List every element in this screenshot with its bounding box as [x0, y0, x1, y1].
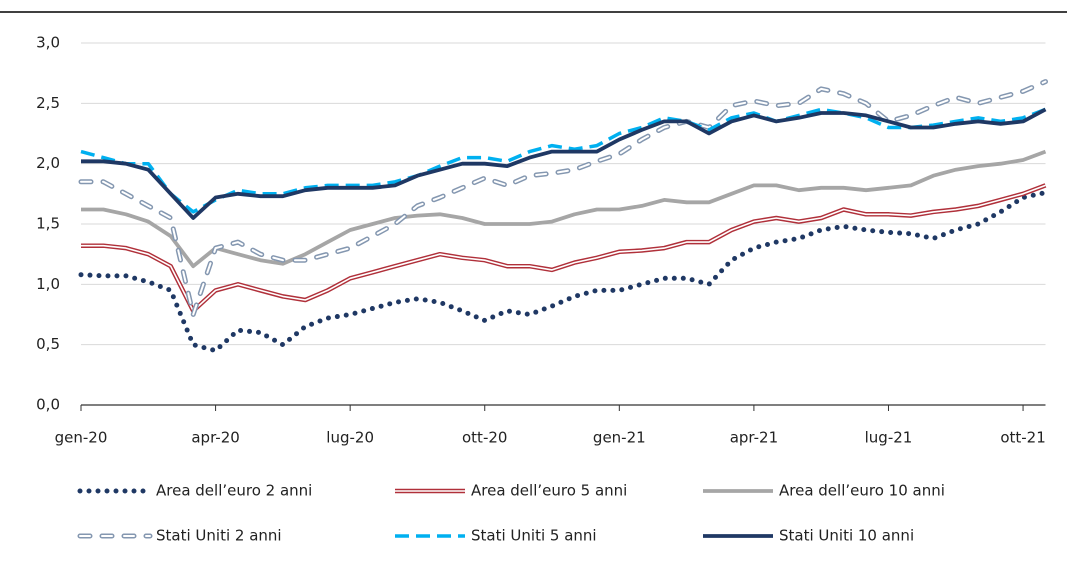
x-tick-label: ott-21 [1000, 429, 1045, 447]
x-tick-label: apr-20 [191, 429, 239, 447]
y-tick-label: 2,0 [36, 154, 60, 172]
x-tick-label: lug-20 [326, 429, 374, 447]
y-tick-label: 0,0 [36, 396, 60, 414]
legend-label: Stati Uniti 2 anni [156, 527, 282, 545]
y-tick-label: 1,5 [36, 215, 60, 233]
legend-label: Area dell’euro 5 anni [471, 482, 627, 500]
x-tick-label: apr-21 [730, 429, 778, 447]
legend-label: Stati Uniti 10 anni [779, 527, 914, 545]
y-tick-label: 0,5 [36, 335, 60, 353]
series-line [81, 107, 1047, 220]
series-line [78, 190, 1048, 354]
legend-label: Area dell’euro 2 anni [156, 482, 312, 500]
x-tick-label: ott-20 [462, 429, 507, 447]
y-tick-label: 1,0 [36, 275, 60, 293]
series-line [81, 149, 1047, 269]
legend-label: Area dell’euro 10 anni [779, 482, 945, 500]
y-tick-label: 3,0 [36, 34, 60, 52]
x-tick-label: gen-20 [55, 429, 108, 447]
series-line [81, 184, 1046, 312]
legend-label: Stati Uniti 5 anni [471, 527, 597, 545]
x-tick-label: lug-21 [865, 429, 913, 447]
x-tick-label: gen-21 [593, 429, 646, 447]
series-line [80, 80, 1047, 316]
y-tick-label: 2,5 [36, 94, 60, 112]
series-line [78, 79, 1048, 317]
series-line [81, 183, 1047, 314]
